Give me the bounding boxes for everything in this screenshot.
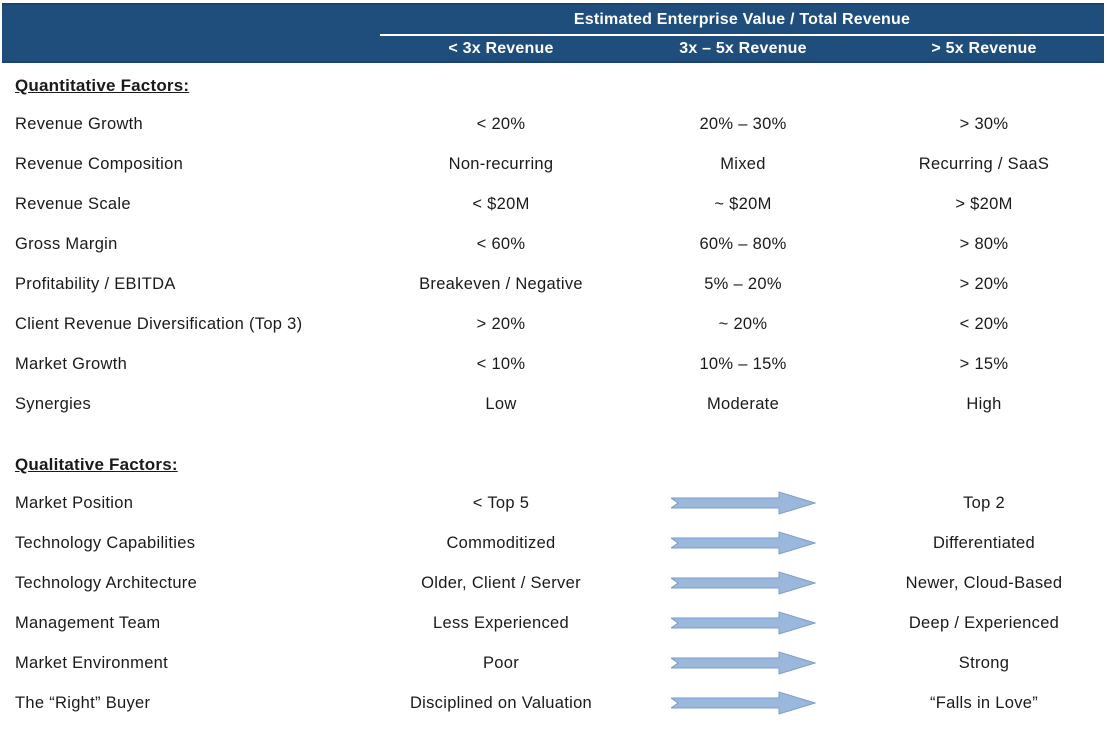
qualitative-section-heading: Qualitative Factors: [15,455,178,474]
value-high: > $20M [955,194,1013,213]
right-arrow-icon [622,611,864,635]
value-high: High [966,394,1002,413]
table-title: Estimated Enterprise Value / Total Reven… [380,5,1104,36]
right-arrow-icon [622,651,864,675]
quantitative-section-heading: Quantitative Factors: [15,76,190,95]
value-high: < 20% [959,314,1009,333]
value-high: Newer, Cloud-Based [905,573,1063,592]
value-high: > 20% [959,274,1009,293]
value-high: > 15% [959,354,1009,373]
header-band: Estimated Enterprise Value / Total Reven… [2,3,1104,63]
factor-label: Profitability / EBITDA [15,274,176,293]
value-high: Deep / Experienced [908,613,1060,632]
value-mid: ~ 20% [718,314,768,333]
table-row: Gross Margin < 60% 60% – 80% > 80% [0,224,1110,264]
column-header-low: < 3x Revenue [448,39,554,57]
factor-label: Management Team [15,613,161,632]
factor-label: Revenue Composition [15,154,184,173]
value-low: Disciplined on Valuation [409,693,593,712]
value-mid: Mixed [720,154,766,173]
table-row: Profitability / EBITDA Breakeven / Negat… [0,264,1110,304]
factor-label: Gross Margin [15,234,118,253]
right-arrow-icon [622,691,864,715]
value-low: Breakeven / Negative [419,274,583,293]
value-high: Differentiated [932,533,1036,552]
factor-label: Market Growth [15,354,128,373]
value-high: Strong [958,653,1010,672]
value-mid: 60% – 80% [699,234,787,253]
value-low: Less Experienced [433,613,569,632]
value-mid: ~ $20M [714,194,772,213]
table-row: Market Position < Top 5 Top 2 [0,483,1110,523]
factor-label: Market Position [15,493,134,512]
table-row: Technology Architecture Older, Client / … [0,563,1110,603]
factor-label: Technology Architecture [15,573,198,592]
value-high: Recurring / SaaS [918,154,1050,173]
value-low: < Top 5 [472,493,530,512]
value-mid: 20% – 30% [699,114,787,133]
value-low: Low [485,394,517,413]
table-row: The “Right” Buyer Disciplined on Valuati… [0,683,1110,723]
table-row: Market Growth < 10% 10% – 15% > 15% [0,344,1110,384]
factor-label: Synergies [15,394,92,413]
value-high: “Falls in Love” [929,693,1039,712]
factor-label: Revenue Scale [15,194,131,213]
table-row: Client Revenue Diversification (Top 3) >… [0,304,1110,344]
column-header-high: > 5x Revenue [931,39,1037,57]
column-headers: < 3x Revenue 3x – 5x Revenue > 5x Revenu… [380,36,1104,61]
value-high: Top 2 [963,493,1005,512]
right-arrow-icon [622,531,864,555]
right-arrow-icon [622,491,864,515]
value-low: Poor [482,653,520,672]
factor-table: Quantitative Factors: Revenue Growth < 2… [0,63,1110,723]
factor-label: Market Environment [15,653,169,672]
table-row: Revenue Composition Non-recurring Mixed … [0,144,1110,184]
value-low: Non-recurring [448,154,554,173]
value-low: < 60% [476,234,526,253]
value-mid: Moderate [706,394,780,413]
value-high: > 30% [959,114,1009,133]
table-row: Synergies Low Moderate High [0,384,1110,424]
factor-label: Technology Capabilities [15,533,196,552]
right-arrow-icon [622,571,864,595]
table-row: Technology Capabilities Commoditized Dif… [0,523,1110,563]
table-row: Market Environment Poor Strong [0,643,1110,683]
value-low: < 20% [476,114,526,133]
column-header-mid: 3x – 5x Revenue [679,39,807,57]
value-low: < 10% [476,354,526,373]
factor-label: Revenue Growth [15,114,144,133]
value-low: Older, Client / Server [421,573,581,592]
table-row: Management Team Less Experienced Deep / … [0,603,1110,643]
value-mid: 10% – 15% [699,354,787,373]
value-low: Commoditized [446,533,556,552]
value-high: > 80% [959,234,1009,253]
value-mid: 5% – 20% [704,274,782,293]
table-row: Revenue Scale < $20M ~ $20M > $20M [0,184,1110,224]
factor-label: Client Revenue Diversification (Top 3) [15,314,303,333]
table-row: Revenue Growth < 20% 20% – 30% > 30% [0,104,1110,144]
header-band-right: Estimated Enterprise Value / Total Reven… [380,5,1104,61]
value-low: < $20M [472,194,530,213]
factor-label: The “Right” Buyer [15,693,151,712]
value-low: > 20% [476,314,526,333]
